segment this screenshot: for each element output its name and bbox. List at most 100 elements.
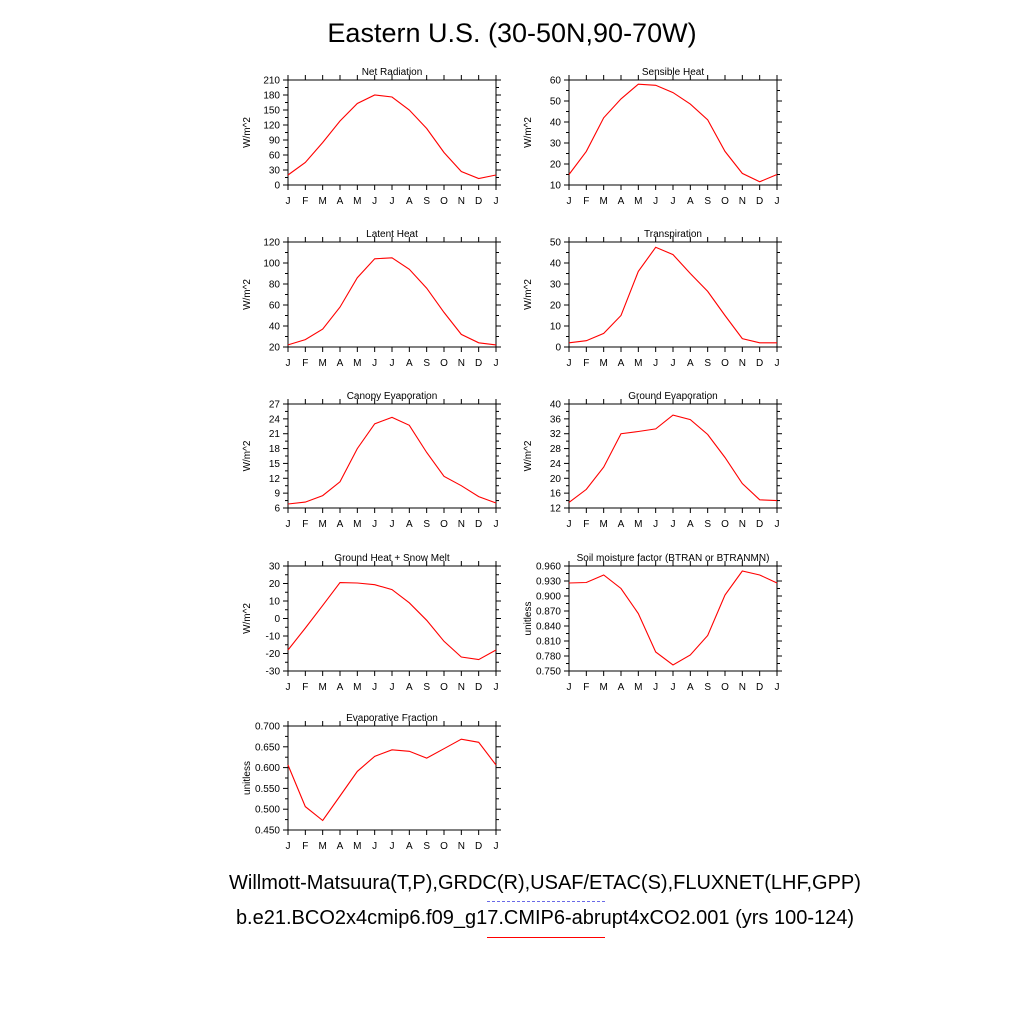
y-tick-label: 0	[555, 343, 561, 354]
x-tick-label: N	[458, 196, 465, 207]
y-tick-label: -20	[266, 649, 281, 660]
x-tick-label: J	[567, 196, 572, 207]
x-tick-label: D	[756, 519, 763, 530]
series-line	[287, 257, 497, 346]
y-tick-label: 40	[550, 259, 562, 270]
x-tick-label: A	[618, 519, 625, 530]
series-line	[287, 738, 497, 822]
x-tick-label: A	[406, 196, 413, 207]
y-tick-label: 32	[550, 429, 562, 440]
x-tick-label: J	[390, 841, 395, 852]
x-tick-label: M	[634, 358, 642, 369]
plot-frame	[568, 79, 778, 186]
x-tick-label: J	[494, 519, 499, 530]
series-line	[568, 83, 778, 183]
chart-title: Soil moisture factor (BTRAN or BTRANMN)	[577, 553, 770, 564]
x-tick-label: J	[286, 841, 291, 852]
y-tick-label: 10	[550, 181, 562, 192]
chart-title: Transpiration	[644, 229, 702, 240]
x-tick-label: J	[286, 682, 291, 693]
x-tick-label: A	[337, 841, 344, 852]
x-tick-label: A	[618, 196, 625, 207]
y-tick-label: 30	[550, 280, 562, 291]
x-tick-label: J	[653, 682, 658, 693]
y-tick-label: 27	[269, 400, 281, 411]
plot-frame	[287, 79, 497, 186]
y-tick-label: 210	[263, 76, 280, 87]
y-tick-label: 0.650	[255, 742, 280, 753]
x-tick-label: M	[599, 682, 607, 693]
x-tick-label: J	[494, 358, 499, 369]
plot-frame	[568, 403, 778, 509]
x-tick-label: J	[567, 682, 572, 693]
y-tick-label: 20	[550, 301, 562, 312]
x-tick-label: F	[302, 196, 308, 207]
x-tick-label: A	[337, 358, 344, 369]
y-axis-label: W/m^2	[523, 279, 534, 310]
x-tick-label: D	[756, 358, 763, 369]
x-tick-label: F	[302, 358, 308, 369]
observations-caption: Willmott-Matsuura(T,P),GRDC(R),USAF/ETAC…	[229, 872, 861, 894]
y-axis-label: W/m^2	[242, 440, 253, 471]
x-tick-label: M	[318, 358, 326, 369]
x-tick-label: O	[440, 682, 448, 693]
x-tick-label: J	[286, 358, 291, 369]
series-line	[568, 246, 777, 344]
chart-panel: Ground Evaporation W/m^2 12 16 20 24 28 32 36 40 J…	[523, 391, 782, 530]
x-tick-label: J	[775, 682, 780, 693]
y-tick-label: 0.810	[536, 637, 561, 648]
x-tick-label: S	[423, 196, 430, 207]
x-tick-label: M	[318, 519, 326, 530]
x-tick-label: S	[423, 519, 430, 530]
y-tick-label: 12	[269, 474, 281, 485]
x-tick-label: J	[390, 682, 395, 693]
x-tick-label: S	[704, 196, 711, 207]
y-tick-label: 28	[550, 444, 562, 455]
x-tick-label: F	[302, 841, 308, 852]
x-tick-label: J	[286, 519, 291, 530]
x-tick-label: M	[318, 841, 326, 852]
series-line	[287, 416, 497, 505]
x-tick-label: A	[406, 519, 413, 530]
series-line	[287, 94, 497, 180]
y-tick-label: 150	[263, 106, 280, 117]
x-tick-label: D	[475, 841, 482, 852]
x-tick-label: J	[390, 196, 395, 207]
x-tick-label: J	[494, 196, 499, 207]
x-tick-label: M	[599, 519, 607, 530]
y-tick-label: 18	[269, 444, 281, 455]
plot-frame	[287, 403, 497, 509]
x-tick-label: J	[372, 196, 377, 207]
x-tick-label: M	[318, 682, 326, 693]
x-tick-label: J	[390, 519, 395, 530]
x-tick-label: N	[739, 358, 746, 369]
plot-frame	[287, 725, 497, 831]
y-tick-label: -10	[266, 632, 281, 643]
model-caption: b.e21.BCO2x4cmip6.f09_g17.CMIP6-abrupt4x…	[235, 907, 855, 929]
x-tick-label: F	[302, 682, 308, 693]
y-tick-label: 90	[269, 136, 281, 147]
x-tick-label: S	[704, 682, 711, 693]
y-tick-label: 30	[550, 139, 562, 150]
x-tick-label: O	[440, 358, 448, 369]
page-title: Eastern U.S. (30-50N,90-70W)	[327, 18, 697, 48]
y-tick-label: 24	[269, 414, 281, 425]
chart-title: Ground Heat + Snow Melt	[334, 553, 450, 564]
x-tick-label: N	[458, 358, 465, 369]
x-tick-label: A	[406, 841, 413, 852]
y-tick-label: 10	[550, 322, 562, 333]
x-tick-label: D	[475, 519, 482, 530]
y-tick-label: 0.750	[536, 667, 561, 678]
x-tick-label: F	[583, 196, 589, 207]
y-tick-label: 15	[269, 459, 281, 470]
x-tick-label: M	[318, 196, 326, 207]
y-tick-label: 0.550	[255, 784, 280, 795]
x-tick-label: M	[634, 196, 642, 207]
y-tick-label: 60	[269, 301, 281, 312]
x-tick-label: A	[337, 196, 344, 207]
y-axis-label: unitless	[242, 761, 253, 795]
y-axis-label: unitless	[523, 602, 534, 636]
y-tick-label: 180	[263, 91, 280, 102]
